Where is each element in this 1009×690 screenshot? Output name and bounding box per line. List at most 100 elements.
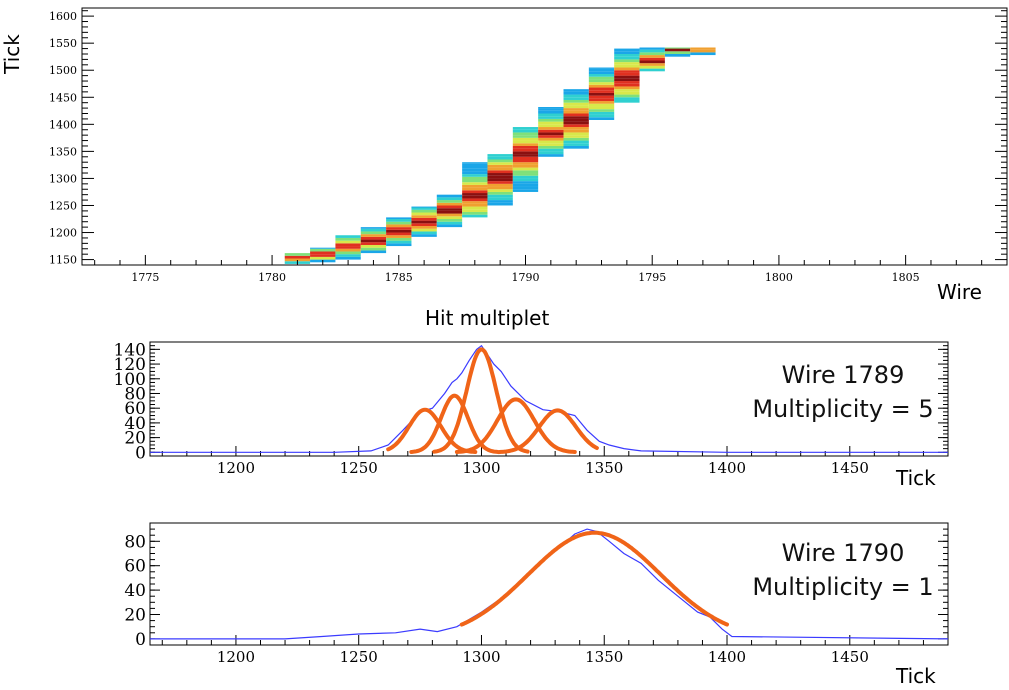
y-tick-label: 100 (114, 370, 146, 390)
heatmap-cell (310, 247, 336, 249)
x-tick-label: 1790 (511, 271, 539, 284)
y-tick-label: 40 (124, 581, 146, 601)
heatmap-cell (360, 247, 387, 251)
heatmap-cell (563, 140, 589, 144)
heatmap-cell (563, 97, 589, 100)
heatmap-cell (664, 53, 691, 57)
y-tick-label: 120 (114, 355, 146, 375)
heatmap-cell (614, 81, 640, 84)
hit-multiplet-plot-wire-1789: 1200 1250 1300 1350 1400 1450 0204060801001201… (114, 340, 949, 477)
heatmap-column-1792 (563, 89, 589, 149)
x-tick-label: 1300 (462, 648, 500, 666)
heatmap-cell (386, 237, 412, 241)
top-x-axis-title: Wire (937, 280, 982, 304)
bot-x-axis-title: Tick (896, 664, 936, 688)
y-tick-label: 1250 (49, 199, 77, 212)
heatmap-cell (360, 242, 387, 245)
heatmap-cell (462, 214, 488, 218)
y-tick-label: 140 (114, 340, 146, 360)
heatmap-cell (411, 212, 437, 216)
heatmap-cell (588, 84, 615, 88)
heatmap-cell (335, 246, 361, 249)
heatmap-cell (588, 106, 615, 110)
heatmap-cell (588, 79, 615, 83)
heatmap-cell (588, 109, 615, 112)
heatmap-cell (639, 60, 665, 64)
heatmap-cell (411, 217, 437, 221)
heatmap-cell (512, 175, 539, 179)
heatmap-cell (487, 189, 513, 192)
x-tick-label: 1785 (385, 271, 413, 284)
heatmap-cell (462, 168, 488, 172)
heatmap-cell (436, 219, 463, 222)
heatmap-cell (487, 178, 513, 182)
heatmap-cell (310, 251, 336, 255)
y-tick-label: 60 (124, 557, 146, 577)
mid-annotation-multiplicity: Multiplicity = 5 (752, 395, 934, 423)
heatmap-cell (563, 143, 589, 146)
heatmap-column-1783 (335, 235, 361, 260)
heatmap-cell (386, 240, 412, 244)
heatmap-cell (360, 244, 387, 248)
heatmap-cell (386, 221, 412, 225)
heatmap-cell (563, 110, 589, 114)
heatmap-cell (386, 219, 412, 222)
heatmap-cell (462, 171, 488, 175)
heatmap-cell (462, 201, 488, 204)
heatmap-cell (563, 118, 589, 122)
heatmap-cell (614, 89, 640, 92)
heatmap-cell (538, 143, 564, 146)
mid-annotation: Wire 1789 Multiplicity = 5 (738, 358, 948, 426)
heatmap-cell (563, 116, 589, 119)
heatmap-cell (310, 248, 336, 252)
heatmap-cell (614, 53, 640, 57)
heatmap-cell (411, 223, 437, 227)
section-title: Hit multiplet (425, 306, 550, 330)
heatmap-cell (614, 72, 640, 76)
heatmap-column-1797 (690, 47, 716, 56)
heatmap-cell (614, 83, 640, 87)
heatmap-cell (614, 97, 640, 100)
heatmap-cell (614, 78, 640, 82)
heatmap-column-1786 (411, 206, 437, 237)
heatmap-cell (563, 113, 589, 117)
heatmap-cell (335, 237, 361, 241)
heatmap-cell (538, 148, 564, 152)
heatmap-cell (284, 258, 311, 262)
heatmap-cell (664, 51, 691, 54)
heatmap-cell (614, 59, 640, 63)
heatmap-cell (487, 175, 513, 179)
heatmap-cell (462, 162, 488, 164)
heatmap-cell (614, 67, 640, 71)
heatmap-cell (563, 121, 589, 125)
heatmap-cell (614, 48, 640, 52)
y-tick-label: 1400 (49, 118, 77, 131)
heatmap-cell (614, 91, 640, 95)
heatmap-cell (639, 47, 665, 50)
heatmap-cell (512, 186, 539, 190)
heatmap-cell (512, 127, 539, 130)
heatmap-cell (411, 207, 437, 210)
heatmap-cell (563, 108, 589, 111)
y-tick-label: 0 (135, 630, 146, 650)
data-series-0 (150, 528, 949, 640)
heatmap-cell (512, 156, 539, 160)
heatmap-cell (335, 240, 361, 244)
x-tick-label: 1795 (638, 271, 666, 284)
heatmap-cell (538, 137, 564, 141)
heatmap-cell (335, 243, 361, 247)
heatmap-cell (614, 51, 640, 54)
heatmap-cell (436, 221, 463, 225)
bot-annotation: Wire 1790 Multiplicity = 1 (738, 536, 948, 604)
heatmap-cell (538, 154, 564, 157)
heatmap-cell (436, 197, 463, 201)
heatmap-cell (462, 209, 488, 212)
heatmap-column-1789 (487, 154, 513, 206)
heatmap-cell (563, 105, 589, 109)
x-tick-label: 1805 (892, 271, 920, 284)
y-tick-label: 20 (124, 606, 146, 626)
heatmap-cell (512, 164, 539, 168)
heatmap-cell (386, 232, 412, 236)
heatmap-cell (563, 137, 589, 141)
heatmap-cell (512, 145, 539, 149)
